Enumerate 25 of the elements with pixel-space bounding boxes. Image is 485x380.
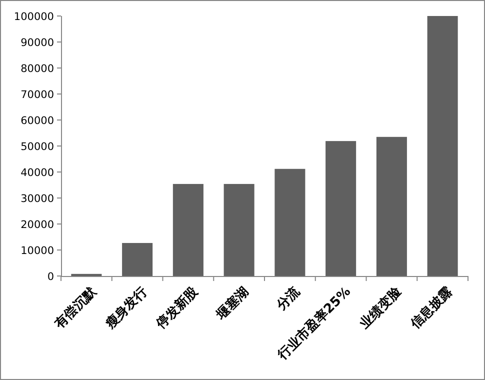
y-tick-label: 90000 — [20, 37, 54, 49]
x-tick-label: 信息披露 — [406, 284, 456, 333]
bar — [326, 141, 356, 276]
y-tick-label: 100000 — [14, 11, 54, 23]
x-tick-label: 瘦身发行 — [102, 284, 150, 333]
bar — [224, 184, 254, 276]
bar — [172, 184, 204, 276]
y-tick-label: 10000 — [20, 245, 54, 257]
y-tick-label: 50000 — [20, 141, 54, 153]
x-tick-label: 堰塞湖 — [212, 284, 252, 324]
y-tick-label: 0 — [47, 271, 54, 283]
x-tick-label: 停发新股 — [152, 283, 202, 333]
bar — [274, 168, 306, 276]
y-tick-label: 80000 — [20, 63, 54, 75]
bar — [376, 136, 407, 276]
x-tick-label: 分流 — [272, 283, 304, 314]
y-tick-label: 30000 — [20, 193, 54, 205]
bar — [122, 242, 153, 276]
x-tick-label: 业绩变脸 — [356, 283, 406, 333]
x-tick-label: 有偿沉默 — [51, 284, 100, 333]
y-tick-label: 70000 — [20, 89, 54, 101]
y-tick-label: 60000 — [20, 115, 54, 127]
y-tick-label: 40000 — [20, 167, 54, 179]
y-tick-label: 20000 — [20, 219, 54, 231]
bar — [427, 16, 458, 276]
